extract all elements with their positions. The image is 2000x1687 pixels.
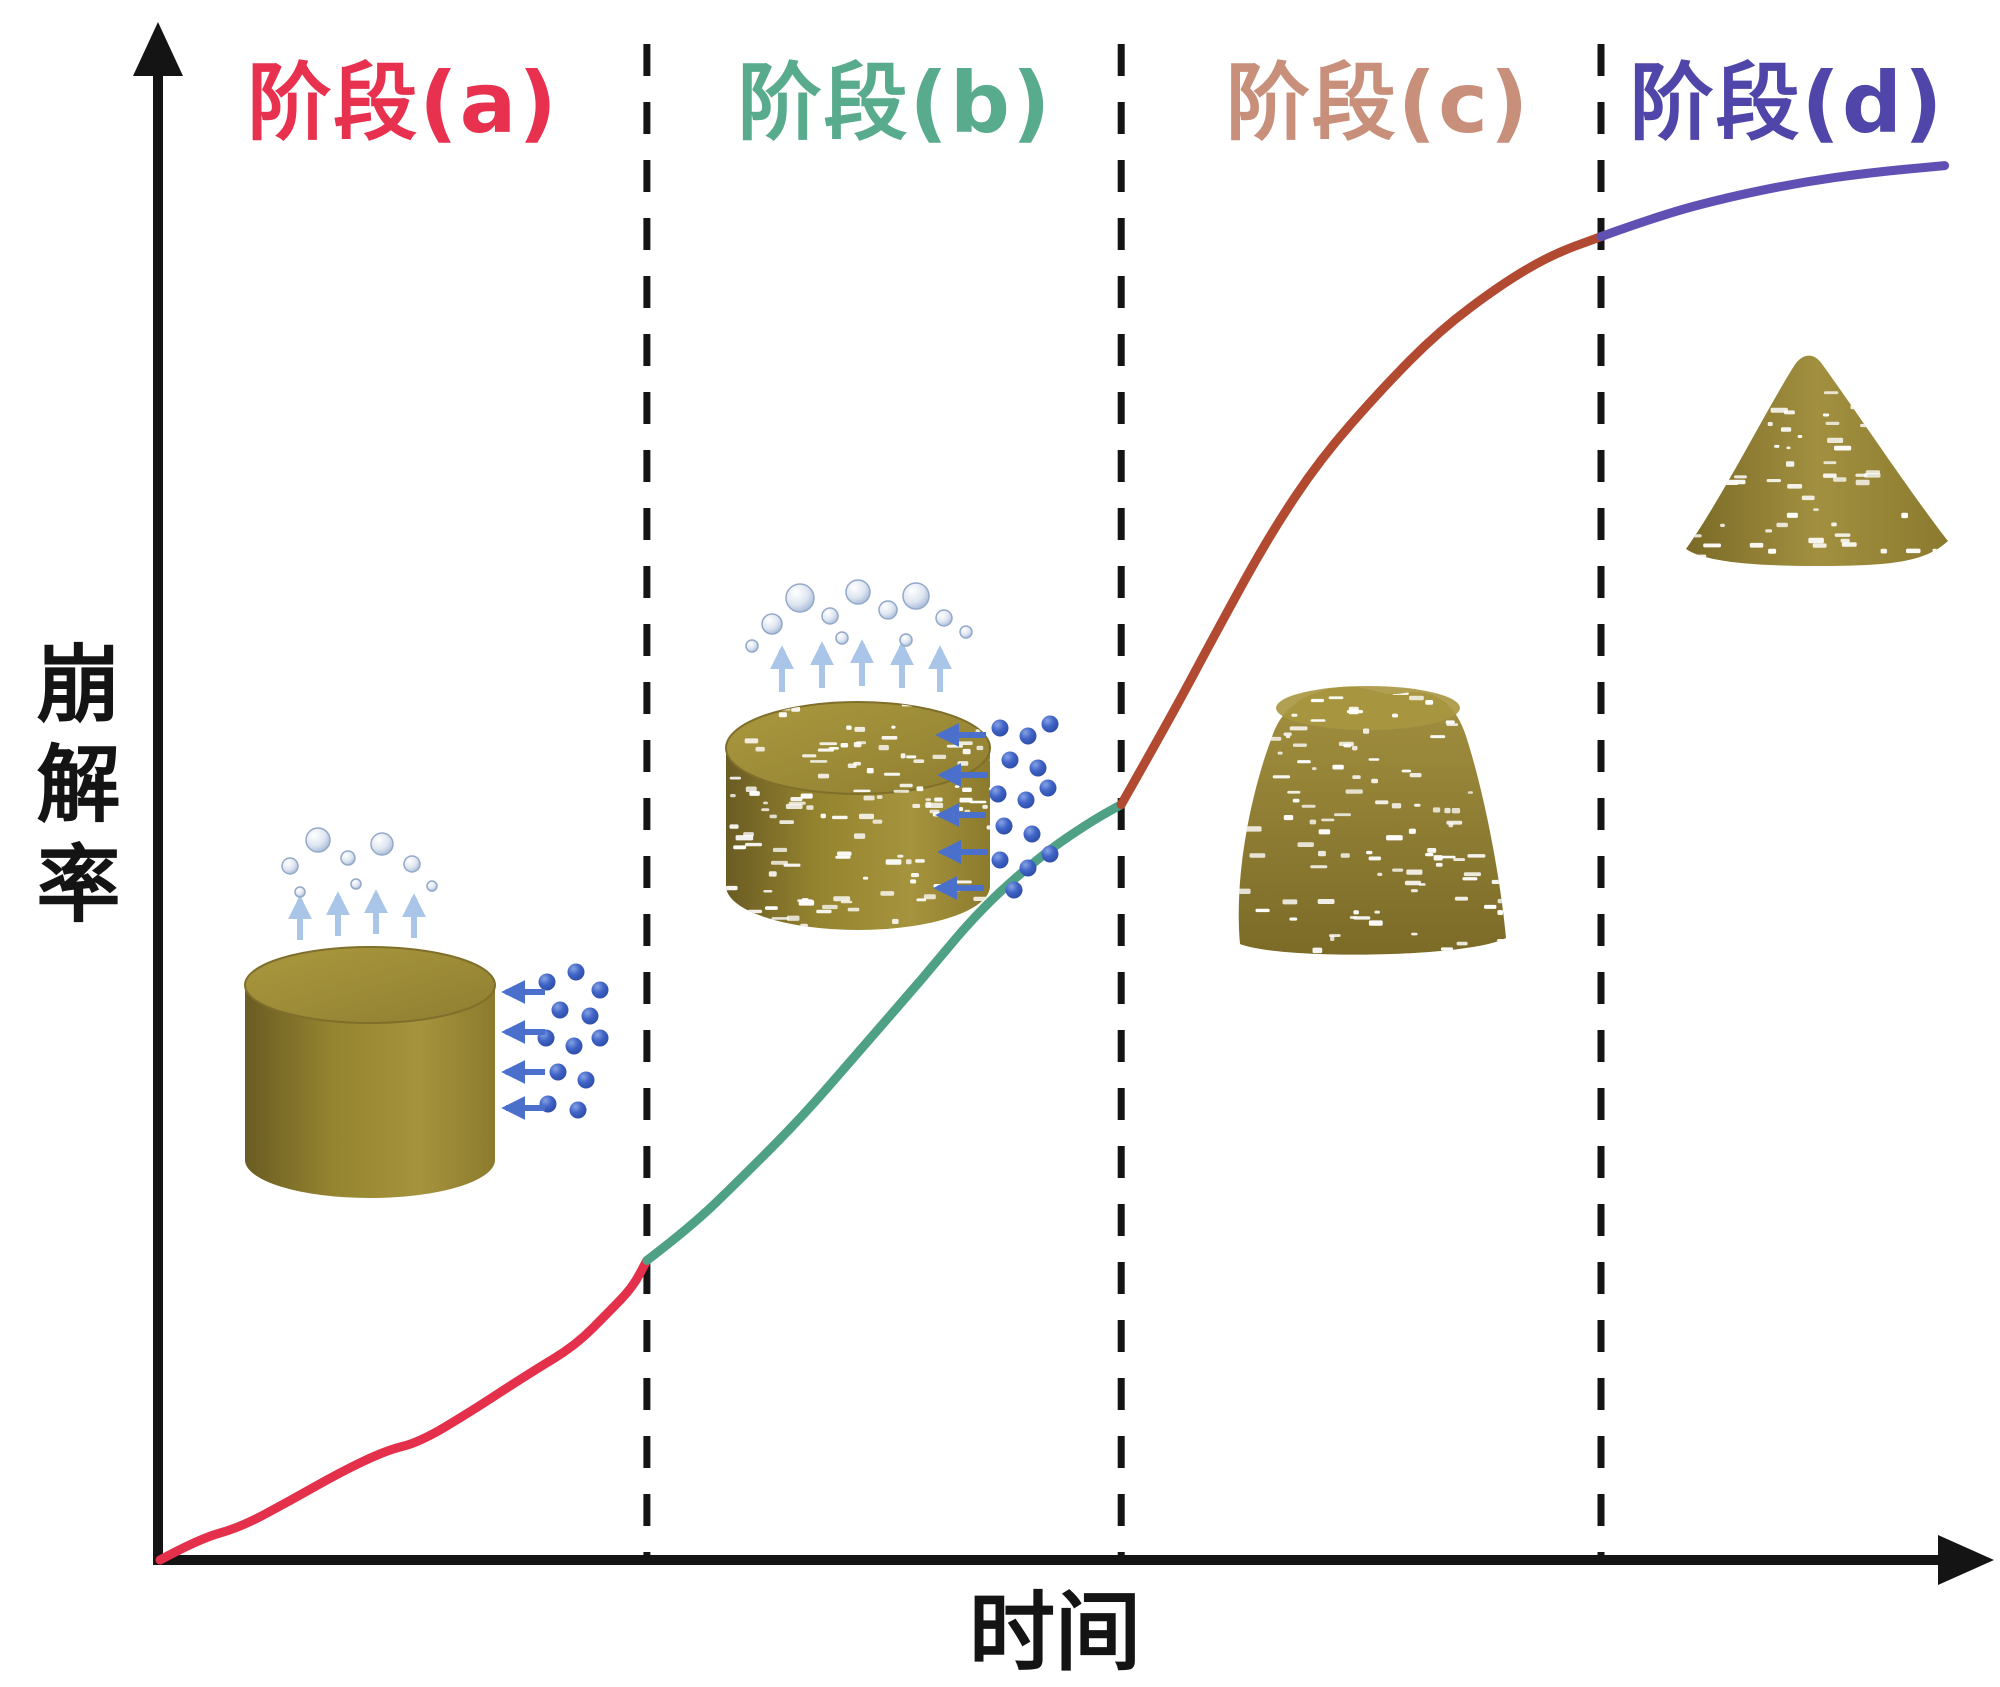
stage-c-illustration <box>1238 686 1506 955</box>
water-droplets-icon <box>989 715 1059 899</box>
stage-b-illustration <box>725 579 1059 930</box>
cylinder-body <box>245 985 495 1198</box>
stage-d-label: 阶段(d) <box>1629 54 1945 152</box>
stage-b-label: 阶段(b) <box>737 54 1053 152</box>
x-axis-label: 时间 <box>969 1583 1141 1683</box>
soil-mound <box>1238 686 1506 955</box>
air-bubbles-icon <box>745 579 973 653</box>
water-infiltration-arrows-icon <box>501 980 545 1120</box>
soil-pile <box>1686 355 1948 566</box>
stage-c-label: 阶段(c) <box>1225 54 1531 152</box>
curve-segment-1 <box>155 1255 652 1565</box>
curve-segment-3 <box>1116 232 1606 810</box>
curve-segment-4 <box>1596 161 1950 242</box>
stage-d-illustration <box>1686 355 1948 566</box>
stage-a-illustration <box>244 827 609 1198</box>
evaporation-arrows-icon <box>288 889 426 940</box>
water-infiltration-arrows-icon <box>933 723 988 900</box>
cylinder-top <box>244 946 496 1024</box>
evaporation-arrows-icon <box>770 639 952 692</box>
cylinder-body <box>726 748 990 930</box>
soil-cylinder-eroding <box>725 701 991 930</box>
figure-canvas <box>133 22 1994 1585</box>
y-axis-arrowhead-icon <box>133 22 183 76</box>
air-bubbles-icon <box>281 827 438 898</box>
figure: 阶段(a) 阶段(b) 阶段(c) 阶段(d) 崩解率 时间 <box>23 22 1994 1683</box>
water-droplets-icon <box>537 963 609 1119</box>
disintegration-curve <box>155 161 1950 1565</box>
x-axis-arrowhead-icon <box>1938 1535 1994 1585</box>
axes <box>133 22 1994 1585</box>
stage-a-label: 阶段(a) <box>247 54 559 152</box>
cylinder-top <box>725 701 991 795</box>
soil-cylinder-intact <box>244 946 496 1198</box>
y-axis-label: 崩解率 <box>23 640 121 940</box>
mound-top-highlight <box>1276 686 1460 730</box>
